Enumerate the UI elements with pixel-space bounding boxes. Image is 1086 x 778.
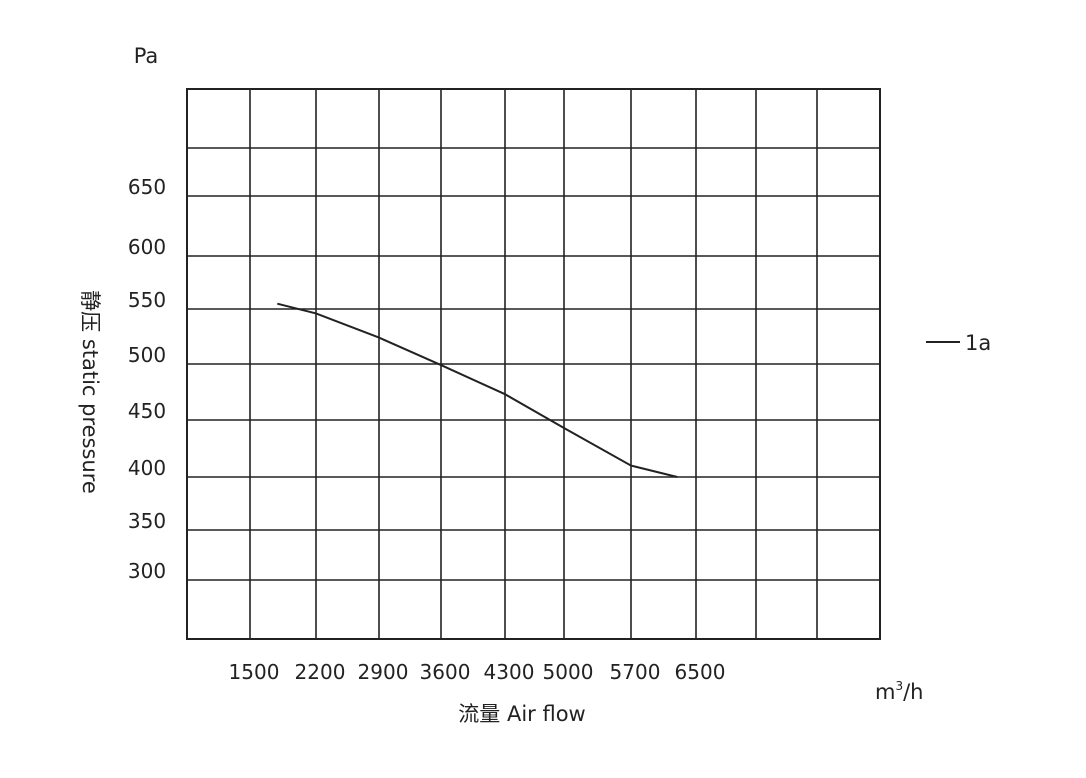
series-line-1a bbox=[277, 302, 678, 478]
x-axis-unit-base: m bbox=[875, 680, 895, 704]
legend-label-1a: 1a bbox=[965, 331, 991, 355]
x-axis-unit-tail: /h bbox=[903, 680, 923, 704]
y-axis-unit: Pa bbox=[134, 44, 159, 68]
y-tick-label: 650 bbox=[128, 175, 166, 199]
x-tick-labels: 1500 2200 2900 3600 4300 5000 5700 6500 bbox=[229, 660, 726, 684]
y-tick-label: 600 bbox=[128, 235, 166, 259]
x-axis-label: 流量 Air flow bbox=[458, 702, 585, 726]
y-tick-label: 450 bbox=[128, 399, 166, 423]
y-tick-label: 300 bbox=[128, 559, 166, 583]
x-tick-label: 4300 bbox=[484, 660, 535, 684]
x-tick-label: 6500 bbox=[675, 660, 726, 684]
x-tick-label: 5700 bbox=[610, 660, 661, 684]
x-tick-label: 5000 bbox=[543, 660, 594, 684]
x-tick-label: 3600 bbox=[420, 660, 471, 684]
x-tick-label: 2900 bbox=[358, 660, 409, 684]
x-axis-unit-superscript: 3 bbox=[895, 679, 903, 693]
y-tick-labels: 300 350 400 450 500 550 600 650 bbox=[128, 175, 166, 583]
horizontal-gridlines bbox=[187, 147, 880, 581]
x-tick-label: 2200 bbox=[295, 660, 346, 684]
x-axis-unit: m3/h bbox=[875, 679, 924, 704]
y-tick-label: 550 bbox=[128, 288, 166, 312]
y-axis-label: 静压 static pressure bbox=[78, 290, 102, 494]
y-tick-label: 350 bbox=[128, 509, 166, 533]
plot-frame bbox=[186, 88, 881, 640]
y-tick-label: 500 bbox=[128, 343, 166, 367]
x-tick-label: 1500 bbox=[229, 660, 280, 684]
y-tick-label: 400 bbox=[128, 456, 166, 480]
